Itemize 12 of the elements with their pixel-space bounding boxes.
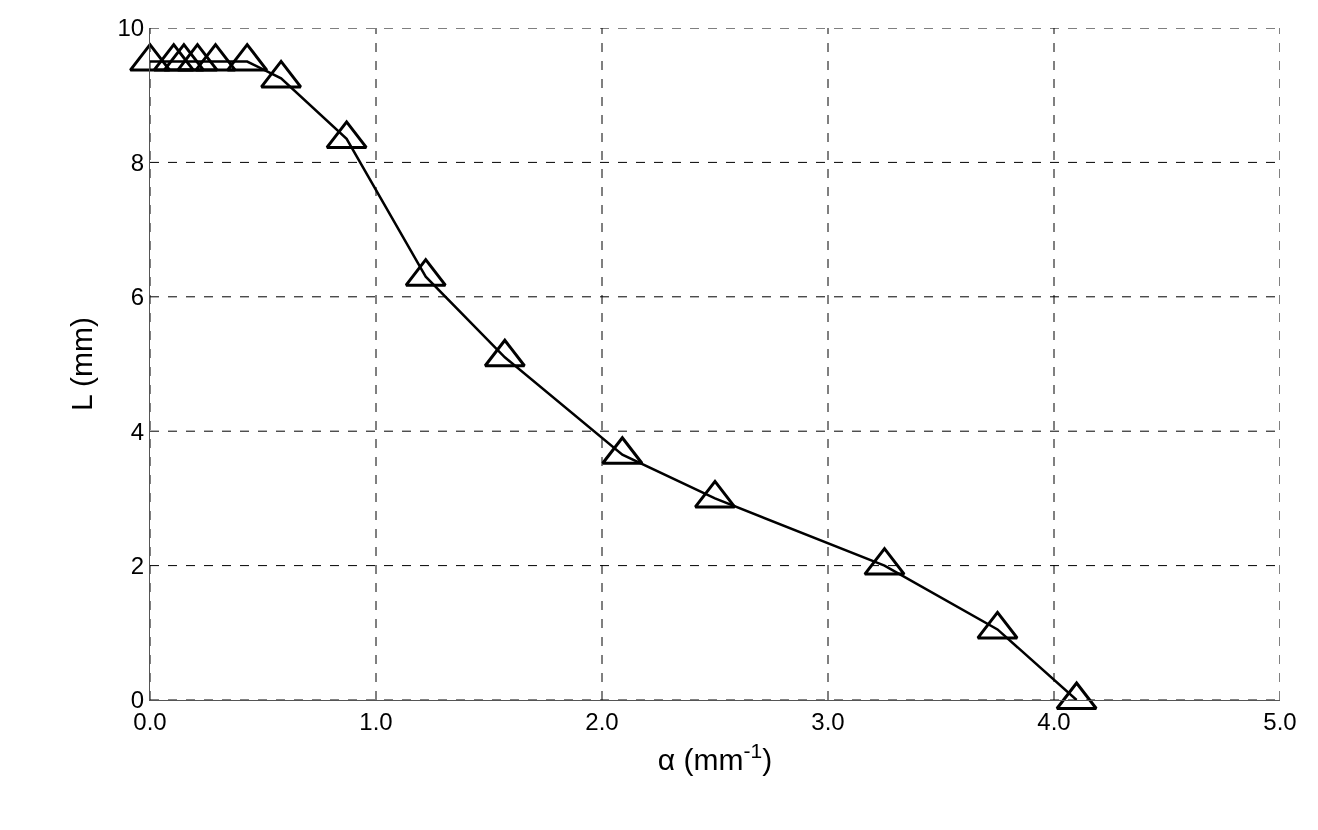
- y-tick-label: 2: [130, 552, 145, 579]
- x-axis-title: α (mm$^{-1}$): [657, 738, 773, 777]
- x-tick-label: 2.0: [585, 707, 619, 735]
- y-tick-label: 10: [117, 14, 145, 42]
- y-tick-label: 4: [130, 417, 145, 445]
- y-tick-label: 6: [130, 283, 145, 311]
- y-axis-title: L (mm): [65, 317, 99, 411]
- x-tick-label: 5.0: [1263, 707, 1297, 735]
- x-tick-label: 1.0: [359, 707, 393, 735]
- x-tick-label: 3.0: [811, 707, 845, 735]
- x-tick-label: 4.0: [1037, 707, 1071, 735]
- y-tick-label: 8: [130, 148, 145, 176]
